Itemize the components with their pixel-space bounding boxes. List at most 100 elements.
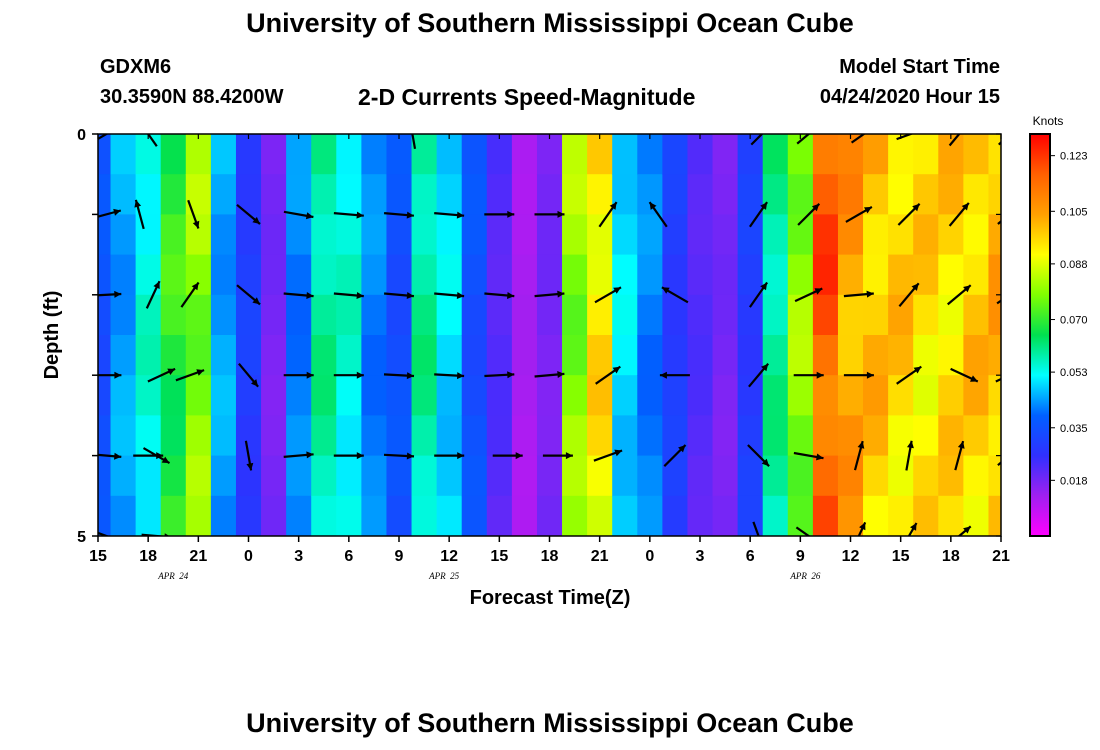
current-vector-head: [557, 210, 565, 218]
heatmap-cell: [913, 455, 939, 497]
current-vector-head: [613, 287, 621, 294]
heatmap-cell: [812, 495, 839, 536]
heatmap-cell: [562, 455, 588, 497]
heatmap-cell: [185, 174, 212, 215]
heatmap-cell: [160, 134, 187, 175]
heatmap-cell: [536, 174, 563, 215]
heatmap-cell: [562, 214, 588, 256]
current-vector-head: [765, 123, 772, 130]
heatmap-cell: [587, 134, 613, 175]
heatmap-cell: [311, 174, 337, 215]
heatmap-cell: [185, 455, 212, 497]
heatmap-cell: [386, 174, 413, 215]
heatmap-cell: [436, 495, 463, 536]
current-vector-head: [864, 206, 872, 214]
colorbar-tick-label: 0.105: [1060, 206, 1088, 218]
heatmap-cell: [712, 415, 739, 457]
heatmap-cell: [587, 455, 613, 497]
heatmap-cell: [336, 214, 362, 256]
heatmap-cell: [562, 174, 588, 215]
heatmap-cell: [913, 214, 939, 256]
heatmap-cell: [210, 335, 237, 376]
heatmap-cell: [160, 174, 187, 215]
heatmap-cell: [110, 134, 137, 175]
heatmap-cell: [536, 415, 563, 457]
heatmap-cell: [988, 335, 1001, 376]
heatmap-cell: [511, 214, 538, 256]
heatmap-cell: [687, 495, 714, 536]
heatmap-cell: [110, 495, 137, 536]
heatmap-cell: [988, 214, 1001, 256]
heatmap-cell: [612, 415, 638, 457]
heatmap-cell: [511, 294, 538, 336]
heatmap-cell: [963, 174, 990, 215]
heatmap-cell: [988, 174, 1001, 215]
heatmap-cell: [637, 335, 663, 376]
heatmap-cell: [662, 174, 689, 215]
current-vector-head: [907, 440, 914, 449]
heatmap-cell: [938, 214, 964, 256]
heatmap-cell: [787, 335, 814, 376]
heatmap-cell: [210, 415, 237, 457]
heatmap-cell: [411, 375, 438, 416]
colorbar-unit: Knots: [1033, 114, 1064, 128]
heatmap-cell: [662, 495, 689, 536]
heatmap-cell: [938, 415, 964, 457]
date-label: APR 25: [428, 571, 459, 581]
current-vector-head: [406, 372, 414, 380]
current-vector-head: [565, 452, 573, 460]
heatmap-layer: [98, 134, 1001, 536]
heatmap-cell: [185, 495, 212, 536]
current-vector-head: [912, 203, 920, 212]
heatmap-cell: [637, 375, 663, 416]
heatmap-cell: [888, 134, 914, 175]
x-tick-label: 21: [189, 548, 207, 565]
heatmap-cell: [837, 254, 864, 296]
heatmap-cell: [98, 134, 112, 175]
heatmap-cell: [98, 495, 112, 536]
current-vector-head: [507, 210, 515, 218]
heatmap-cell: [361, 294, 388, 336]
heatmap-cell: [210, 174, 237, 215]
heatmap-cell: [110, 294, 137, 336]
heatmap-cell: [712, 134, 739, 175]
current-vector-head: [515, 452, 523, 460]
heatmap-cell: [361, 495, 388, 536]
heatmap-cell: [612, 495, 638, 536]
heatmap-cell: [286, 415, 312, 457]
heatmap-cell: [587, 174, 613, 215]
current-vector-head: [963, 526, 971, 534]
heatmap-cell: [486, 134, 513, 175]
heatmap-cell: [988, 134, 1001, 175]
heatmap-cell: [235, 495, 262, 536]
model-start-value: 04/24/2020 Hour 15: [819, 86, 1000, 108]
current-vector-head: [760, 282, 768, 291]
heatmap-cell: [110, 455, 137, 497]
x-tick-label: 0: [244, 548, 253, 565]
heatmap-cell: [411, 415, 438, 457]
heatmap-cell: [185, 375, 212, 416]
heatmap-cell: [662, 214, 689, 256]
heatmap-cell: [963, 335, 990, 376]
heatmap-cell: [286, 214, 312, 256]
y-axis-label: Depth (ft): [41, 291, 63, 380]
heatmap-cell: [311, 455, 337, 497]
current-vector-head: [811, 203, 820, 212]
heatmap-cell: [411, 335, 438, 376]
heatmap-cell: [286, 375, 312, 416]
heatmap-cell: [637, 455, 663, 497]
heatmap-cell: [687, 294, 714, 336]
current-vector-head: [457, 372, 465, 380]
heatmap-cell: [687, 134, 714, 175]
heatmap-cell: [286, 495, 312, 536]
current-vector: [795, 526, 811, 536]
heatmap-cell: [938, 134, 964, 175]
current-vector-head: [866, 290, 874, 298]
heatmap-cell: [612, 214, 638, 256]
heatmap-cell: [511, 495, 538, 536]
heatmap-cell: [587, 415, 613, 457]
x-tick-label: 9: [395, 548, 404, 565]
heatmap-cell: [210, 495, 237, 536]
heatmap-cell: [336, 174, 362, 215]
heatmap-cell: [837, 294, 864, 336]
